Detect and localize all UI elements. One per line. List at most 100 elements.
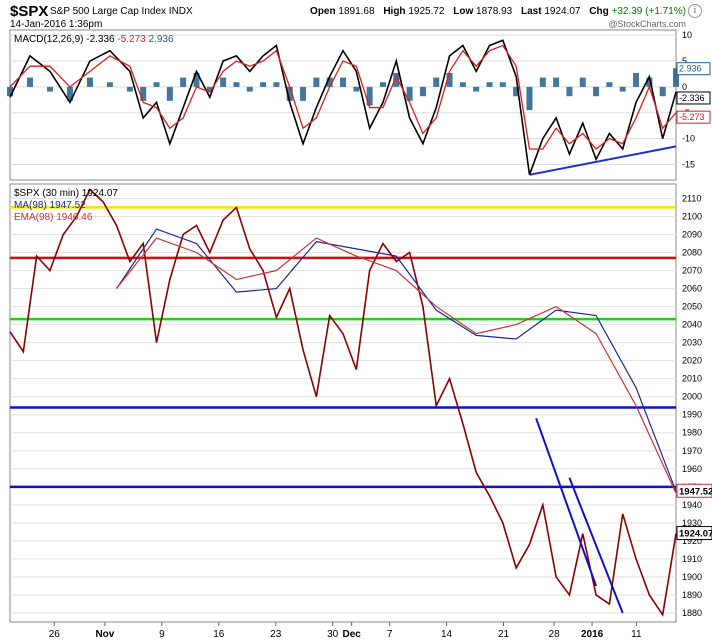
- macd-histogram-bar: [459, 82, 466, 87]
- price-legend: $SPX (30 min) 1924.07: [14, 188, 118, 199]
- macd-histogram-bar: [393, 72, 400, 87]
- price-tick-label: 1960: [682, 464, 702, 474]
- macd-histogram-bar: [193, 72, 200, 87]
- macd-histogram-bar: [353, 86, 360, 92]
- macd-histogram-bar: [446, 72, 453, 87]
- macd-histogram-bar: [340, 77, 346, 87]
- ma98-line: [116, 228, 677, 492]
- macd-value-tag: [676, 110, 711, 124]
- info-icon[interactable]: i: [688, 4, 702, 18]
- macd-histogram-bar: [260, 82, 267, 87]
- price-tick-label: 2090: [682, 229, 702, 239]
- macd-frame: [9, 29, 677, 181]
- x-tick-label: 26: [49, 629, 61, 640]
- price-line: [9, 188, 677, 617]
- macd-histogram-bar: [673, 68, 679, 87]
- price-tick-label: 1890: [682, 590, 702, 600]
- macd-histogram-bar: [526, 86, 533, 111]
- last-price-tag: [676, 526, 712, 541]
- macd-histogram-bar: [153, 82, 160, 87]
- macd-tick-label: 10: [682, 30, 692, 40]
- price-panel: 2110 2100 2090 2080 2070 2060 2050 2040 2030 2020…: [9, 183, 712, 623]
- open-label: Open: [310, 6, 336, 17]
- macd-tick-label: -10: [682, 134, 695, 144]
- macd-histogram-bar: [606, 82, 613, 87]
- price-tick-label: 2100: [682, 211, 702, 221]
- macd-histogram-bar: [433, 77, 440, 87]
- x-tick-label: 2016: [581, 629, 604, 640]
- x-tick-label: 28: [549, 629, 561, 640]
- ema98-line: [116, 237, 677, 494]
- macd-legend-label: MACD(12,26,9): [14, 34, 83, 45]
- price-trendline: [568, 477, 624, 614]
- price-tick-label: 1910: [682, 554, 702, 564]
- macd-histogram-bar: [313, 77, 320, 87]
- macd-histogram-bar: [553, 77, 560, 87]
- macd-histogram-bar: [46, 86, 53, 92]
- x-tick-label: Dec: [342, 629, 361, 640]
- signal-line: [9, 44, 677, 150]
- price-tick-label: 2040: [682, 320, 702, 330]
- x-tick-label: 7: [387, 629, 393, 640]
- macd-value-tag-label: -2.336: [679, 93, 705, 103]
- chg-label: Chg: [589, 6, 609, 17]
- macd-value-tag-label: -5.273: [679, 112, 705, 122]
- price-tick-label: 1920: [682, 536, 702, 546]
- watermark: @StockCharts.com: [608, 19, 686, 29]
- macd-histogram-bar: [206, 86, 213, 92]
- macd-tick-label: 0: [682, 82, 687, 92]
- exchange: INDX: [168, 6, 193, 17]
- macd-histogram-bar: [26, 77, 33, 87]
- price-tick-label: 1930: [682, 518, 702, 528]
- chart-date: 14-Jan-2016 1:36pm: [10, 19, 103, 30]
- macd-tick-label: -15: [682, 159, 695, 169]
- index-title: S&P 500 Large Cap Index: [50, 6, 167, 17]
- x-tick-label: 23: [270, 629, 282, 640]
- macd-legend: MACD(12,26,9) -2.336 -5.273 2.936: [14, 34, 174, 45]
- macd-histogram-bar: [246, 86, 253, 92]
- x-tick-label: 16: [213, 629, 225, 640]
- x-axis: 26 Nov 9 16 23 30 Dec 7 14 21 28 2016 11: [49, 622, 642, 640]
- macd-legend-hist: 2.936: [149, 34, 174, 45]
- macd-tick-label: 5: [682, 56, 687, 66]
- price-tick-label: 2080: [682, 247, 702, 257]
- ma-legend: MA(98) 1947.52: [14, 200, 86, 211]
- macd-histogram-bar: [233, 82, 240, 87]
- macd-histogram-bar: [326, 77, 333, 87]
- macd-histogram-bar: [566, 86, 573, 97]
- macd-histogram-bar: [539, 77, 546, 87]
- macd-histogram-bar: [486, 82, 493, 87]
- chart-header: $SPX S&P 500 Large Cap Index INDX 14-Jan…: [0, 0, 712, 30]
- price-tick-label: 1880: [682, 608, 702, 618]
- macd-histogram-bar: [273, 82, 280, 87]
- price-tick-label: 1980: [682, 428, 702, 438]
- price-trendline: [535, 417, 598, 587]
- x-tick-label: 14: [441, 629, 453, 640]
- macd-histogram-bar: [646, 77, 653, 87]
- price-tick-label: 2030: [682, 338, 702, 348]
- x-tick-label: 9: [159, 629, 165, 640]
- x-tick-label: Nov: [95, 629, 114, 640]
- price-tick-label: 1990: [682, 410, 702, 420]
- macd-histogram-bar: [166, 86, 173, 101]
- macd-histogram-bar: [419, 86, 426, 97]
- macd-histogram-bar: [140, 86, 147, 101]
- macd-line: [9, 39, 677, 176]
- price-tick-label: 2020: [682, 356, 702, 366]
- last-price-tag-label: 1924.07: [679, 529, 712, 540]
- price-tick-label: 2070: [682, 266, 702, 276]
- macd-value-tag: [676, 91, 711, 105]
- macd-histogram-bar: [106, 82, 113, 87]
- macd-histogram-bar: [180, 77, 187, 87]
- macd-legend-macd: -2.336: [86, 34, 115, 45]
- price-tick-label: 1900: [682, 572, 702, 582]
- last-value: 1924.07: [544, 6, 581, 17]
- price-tick-label: 1940: [682, 500, 702, 510]
- index-name: S&P 500 Large Cap Index INDX: [50, 6, 193, 17]
- high-label: High: [383, 6, 406, 17]
- macd-histogram-bar: [286, 86, 293, 101]
- macd-value-tag-label: 2.936: [679, 64, 702, 74]
- macd-histogram-bar: [406, 86, 413, 101]
- macd-histogram-bar: [220, 77, 227, 87]
